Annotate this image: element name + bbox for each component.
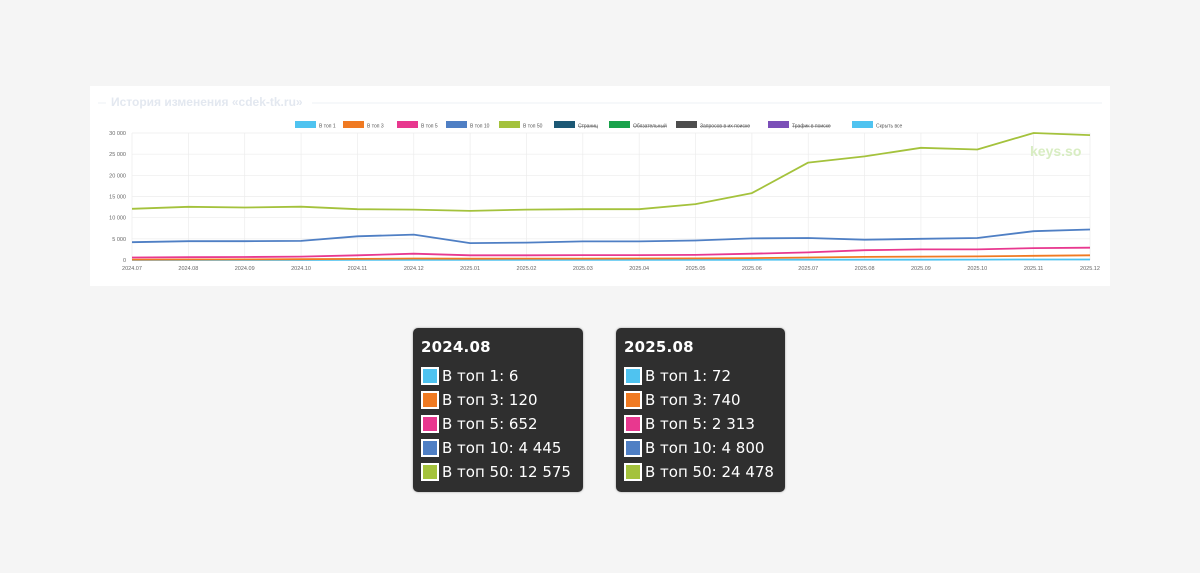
x-tick-label: 2024.12 bbox=[404, 266, 424, 272]
legend-item: Запросов в их поиске bbox=[700, 124, 750, 130]
legend-item: Обязательный bbox=[633, 123, 667, 130]
series-swatch bbox=[421, 463, 439, 481]
x-tick-label: 2025.10 bbox=[967, 266, 987, 272]
legend-item: Трафик в поиске bbox=[792, 124, 831, 130]
tooltip-title: 2024.08 bbox=[421, 338, 491, 356]
legend-swatch bbox=[343, 121, 364, 128]
tooltip-row-text: В топ 5: 2 313 bbox=[645, 415, 755, 433]
tooltip-row: В топ 50: 24 478 bbox=[624, 462, 774, 482]
x-tick-label: 2024.08 bbox=[178, 266, 198, 272]
tooltip-row: В топ 3: 740 bbox=[624, 390, 741, 410]
y-tick-label: 15 000 bbox=[109, 195, 126, 201]
tooltip-row-text: В топ 3: 740 bbox=[645, 391, 741, 409]
legend-item: В топ 1 bbox=[319, 124, 336, 130]
y-tick-label: 0 bbox=[123, 258, 126, 264]
legend-swatch bbox=[499, 121, 520, 128]
x-tick-label: 2025.08 bbox=[855, 266, 875, 272]
legend-swatch bbox=[446, 121, 467, 128]
legend-item: Скрыть все bbox=[876, 124, 903, 130]
x-tick-label: 2025.11 bbox=[1024, 266, 1043, 272]
tooltip-row: В топ 10: 4 445 bbox=[421, 438, 561, 458]
legend-item: В топ 5 bbox=[421, 124, 438, 130]
series-swatch bbox=[421, 415, 439, 433]
x-tick-label: 2025.02 bbox=[517, 266, 537, 272]
x-tick-label: 2024.09 bbox=[235, 266, 255, 272]
watermark-logo: keys.so bbox=[1030, 143, 1081, 159]
tooltip-row-text: В топ 50: 24 478 bbox=[645, 463, 774, 481]
x-tick-label: 2024.11 bbox=[348, 266, 367, 272]
series-swatch bbox=[421, 391, 439, 409]
y-tick-label: 20 000 bbox=[109, 173, 126, 179]
series-swatch bbox=[421, 439, 439, 457]
series-swatch bbox=[624, 415, 642, 433]
tooltip-title: 2025.08 bbox=[624, 338, 694, 356]
tooltip-2024-08: 2024.08 В топ 1: 6 В топ 3: 120 В топ 5:… bbox=[413, 328, 583, 492]
y-tick-label: 10 000 bbox=[109, 216, 126, 222]
y-tick-label: 5 000 bbox=[112, 237, 126, 243]
tooltip-row: В топ 5: 652 bbox=[421, 414, 538, 434]
legend-swatch bbox=[852, 121, 873, 128]
series-line bbox=[131, 246, 1091, 259]
x-tick-label: 2025.06 bbox=[742, 266, 762, 272]
chart-title: История изменения «cdek-tk.ru» bbox=[111, 95, 303, 109]
x-tick-label: 2025.09 bbox=[911, 266, 931, 272]
legend-swatch bbox=[295, 121, 316, 128]
legend-item: В топ 10 bbox=[470, 124, 490, 130]
tooltip-row-text: В топ 10: 4 445 bbox=[442, 439, 562, 457]
x-tick-label: 2024.07 bbox=[122, 266, 142, 272]
y-tick-label: 25 000 bbox=[109, 152, 126, 158]
tooltip-row: В топ 1: 72 bbox=[624, 366, 731, 386]
line-chart: История изменения «cdek-tk.ru» В топ 1 В т… bbox=[98, 95, 1102, 272]
chart-panel: История изменения «cdek-tk.ru» В топ 1 В т… bbox=[90, 86, 1110, 286]
legend-swatch bbox=[676, 121, 697, 128]
series-line bbox=[131, 254, 1091, 261]
x-tick-label: 2025.03 bbox=[573, 266, 593, 272]
tooltip-row-text: В топ 1: 72 bbox=[645, 367, 732, 385]
x-tick-label: 2025.01 bbox=[460, 266, 480, 272]
x-tick-label: 2025.04 bbox=[629, 266, 649, 272]
x-tick-label: 2025.12 bbox=[1080, 266, 1100, 272]
tooltip-row: В топ 3: 120 bbox=[421, 390, 538, 410]
series-line bbox=[131, 132, 1091, 212]
legend-swatch bbox=[768, 121, 789, 128]
tooltip-row: В топ 50: 12 575 bbox=[421, 462, 571, 482]
tooltip-row: В топ 10: 4 800 bbox=[624, 438, 764, 458]
tooltip-row-text: В топ 50: 12 575 bbox=[442, 463, 571, 481]
series-line bbox=[131, 228, 1091, 245]
series-swatch bbox=[624, 439, 642, 457]
series-swatch bbox=[624, 391, 642, 409]
series-swatch bbox=[421, 367, 439, 385]
tooltip-row: В топ 5: 2 313 bbox=[624, 414, 755, 434]
tooltip-row-text: В топ 5: 652 bbox=[442, 415, 538, 433]
x-tick-label: 2025.07 bbox=[798, 266, 818, 272]
legend-swatch bbox=[554, 121, 575, 128]
tooltip-row-text: В топ 10: 4 800 bbox=[645, 439, 765, 457]
legend-item: В топ 3 bbox=[367, 124, 384, 130]
tooltip-row-text: В топ 1: 6 bbox=[442, 367, 519, 385]
tooltip-row-text: В топ 3: 120 bbox=[442, 391, 538, 409]
y-tick-label: 30 000 bbox=[109, 131, 126, 137]
legend-item: Страниц bbox=[578, 124, 598, 130]
series-swatch bbox=[624, 463, 642, 481]
legend-item: В топ 50 bbox=[523, 124, 543, 130]
tooltip-2025-08: 2025.08 В топ 1: 72 В топ 3: 740 В топ 5… bbox=[616, 328, 785, 492]
series-swatch bbox=[624, 367, 642, 385]
x-tick-label: 2025.05 bbox=[686, 266, 706, 272]
x-tick-label: 2024.10 bbox=[291, 266, 311, 272]
legend-swatch bbox=[397, 121, 418, 128]
legend-swatch bbox=[609, 121, 630, 128]
tooltip-row: В топ 1: 6 bbox=[421, 366, 518, 386]
